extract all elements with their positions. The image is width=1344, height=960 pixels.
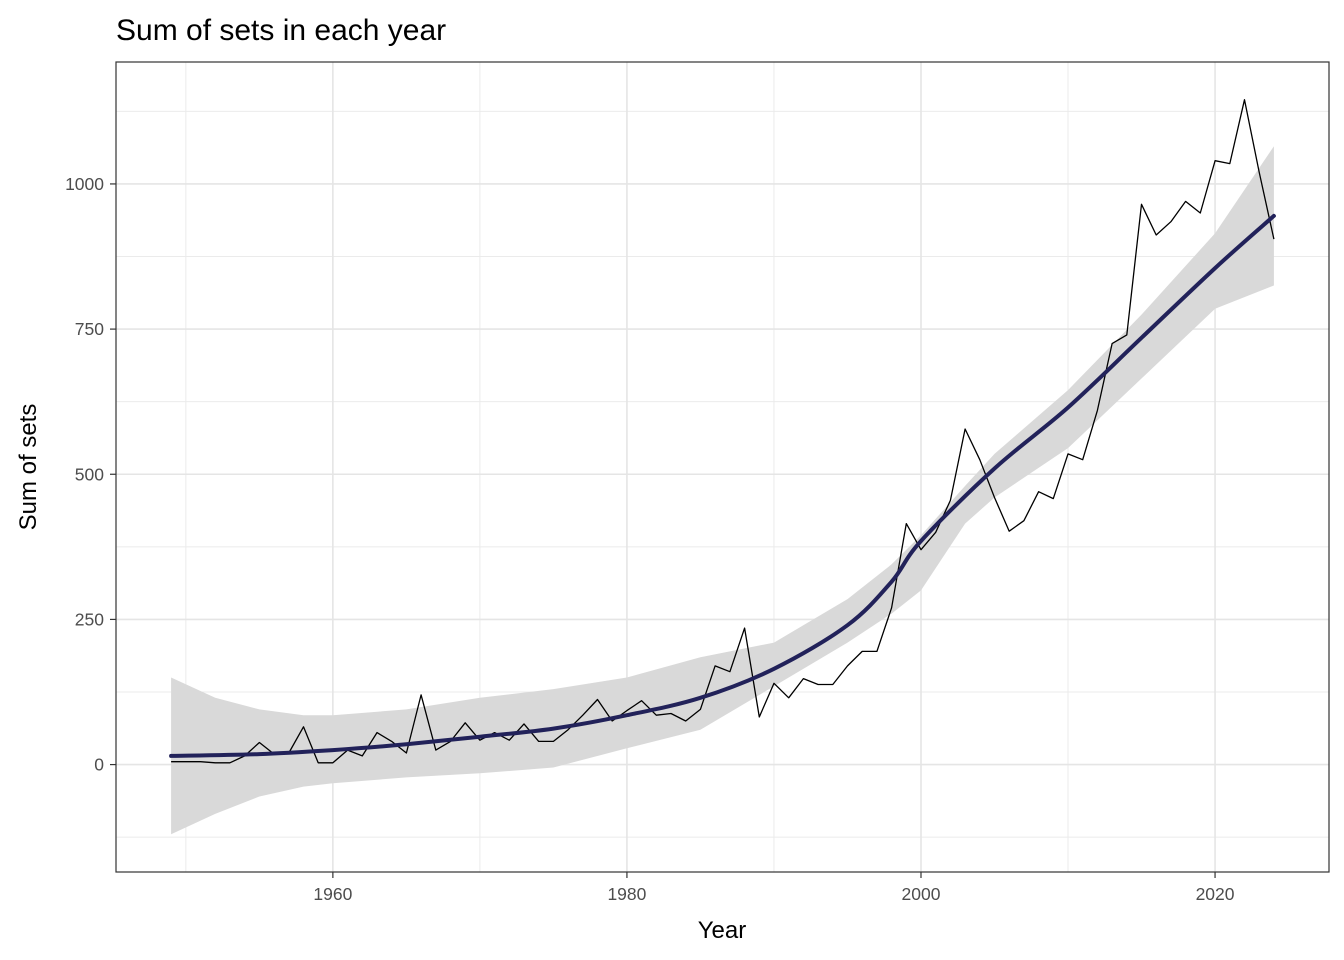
x-tick-label: 2020 <box>1196 884 1235 904</box>
y-tick-label: 1000 <box>65 174 104 194</box>
chart-title: Sum of sets in each year <box>116 14 446 47</box>
x-tick-label: 1980 <box>607 884 646 904</box>
series-line-smoothed-trend <box>169 213 1276 758</box>
y-tick-label: 250 <box>75 609 104 629</box>
confidence-band <box>171 146 1274 835</box>
series-line-sum-of-sets <box>171 99 1275 764</box>
x-axis: 1960 1980 2000 2020 <box>313 872 1235 904</box>
plot-border <box>115 61 1330 873</box>
x-axis-title: Year <box>698 917 747 944</box>
y-axis-title: Sum of sets <box>15 404 42 531</box>
x-tick-label: 2000 <box>902 884 941 904</box>
y-axis: 0 250 500 750 1000 <box>65 174 116 775</box>
x-tick-label: 1960 <box>313 884 352 904</box>
y-tick-label: 0 <box>94 755 104 775</box>
y-tick-label: 500 <box>75 464 104 484</box>
y-tick-label: 750 <box>75 319 104 339</box>
